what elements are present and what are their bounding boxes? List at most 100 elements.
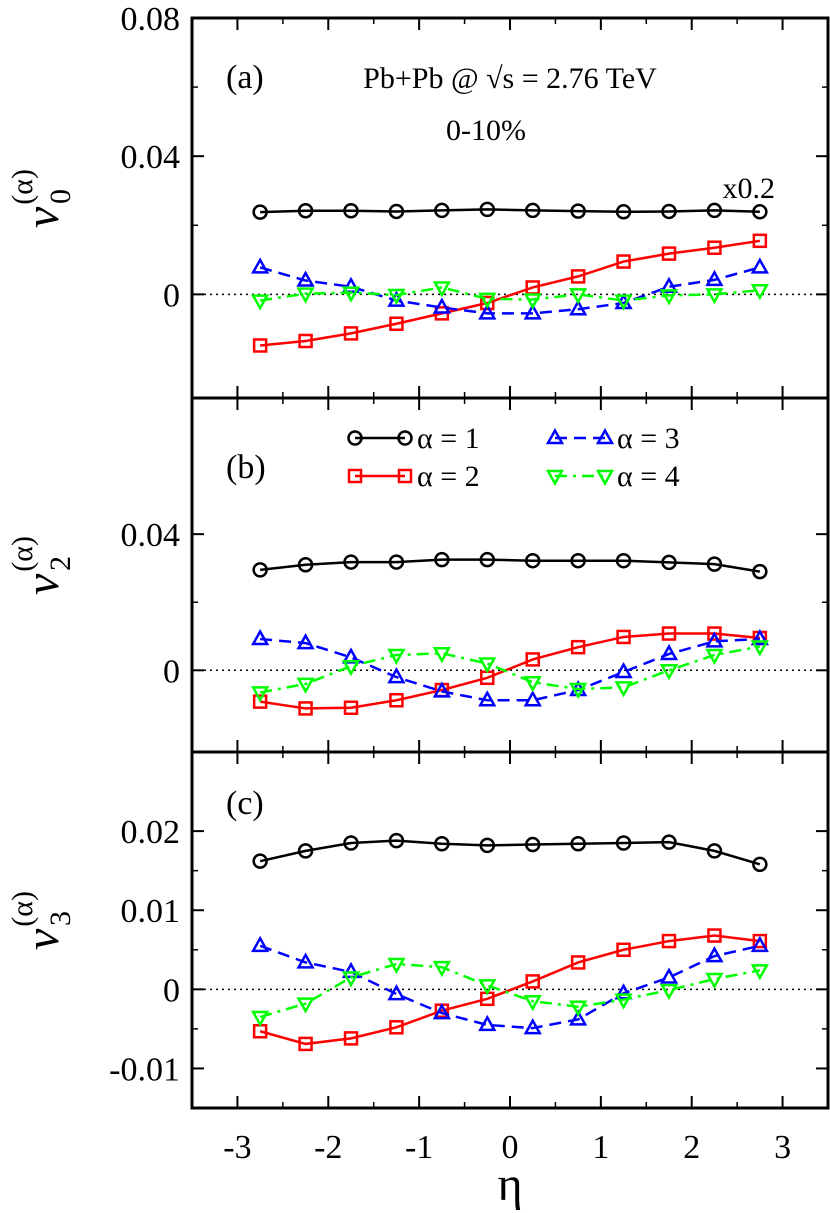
data-point: [434, 836, 450, 852]
data-point: [251, 257, 270, 274]
y-axis-label: v(α): [6, 169, 69, 228]
data-point: [661, 203, 677, 220]
data-point: [752, 563, 768, 580]
data-point: [570, 269, 586, 284]
data-point: [387, 667, 406, 684]
data-point: [524, 552, 541, 569]
data-point: [570, 639, 586, 655]
y-tick-label: 0.02: [121, 814, 181, 851]
data-point: [297, 203, 314, 219]
data-point: [750, 640, 769, 657]
panel-frame: [190, 750, 830, 1110]
data-point: [387, 648, 406, 666]
legend-marker: [397, 430, 413, 446]
data-point: [569, 1009, 588, 1026]
data-point: [251, 1010, 270, 1028]
data-point: [478, 690, 497, 707]
data-point: [252, 853, 268, 869]
data-point: [659, 983, 679, 1001]
series-line: [259, 632, 760, 710]
legend-marker: [595, 469, 615, 487]
series-line: [260, 239, 761, 347]
series-circle: [252, 201, 768, 220]
panel-a: 00.040.08v(α) 0(a) Pb+Pb @ √s = 2.76 TeV0-…: [6, 1, 830, 400]
data-point: [569, 299, 588, 316]
data-point: [389, 1020, 404, 1035]
series-line: [260, 637, 760, 702]
data-point: [434, 202, 450, 219]
y-tick-label: 0: [163, 972, 180, 1009]
legend-marker: [347, 430, 363, 446]
data-point: [434, 551, 450, 568]
data-point: [750, 935, 769, 953]
data-point: [614, 661, 633, 679]
data-point: [479, 551, 496, 568]
centrality-annotation: 0-10%: [446, 114, 526, 147]
series-triangle-up: [251, 257, 769, 320]
data-point: [661, 554, 677, 571]
data-point: [251, 628, 270, 646]
data-point: [615, 835, 632, 851]
series-triangle-down: [251, 640, 769, 703]
data-point: [570, 203, 586, 219]
data-point: [616, 254, 631, 269]
data-point: [388, 554, 405, 570]
data-point: [661, 834, 677, 850]
data-point: [523, 303, 542, 320]
panels-layer: 00.040.08v(α) 0(a) Pb+Pb @ √s = 2.76 TeV0-…: [6, 1, 830, 1166]
data-point: [387, 288, 406, 306]
data-point: [659, 276, 679, 294]
panel-label: (b): [226, 449, 266, 486]
series-circle: [252, 551, 768, 580]
data-point: [296, 997, 315, 1014]
data-point: [341, 971, 361, 988]
collision-annotation: Pb+Pb @ √s = 2.76 TeV: [363, 62, 657, 95]
x-tick-label: 0: [502, 1129, 519, 1166]
legend: α = 1 α = 2 α = 3 α = 4: [347, 422, 680, 493]
data-point: [252, 562, 268, 578]
series-line: [260, 558, 761, 573]
series-triangle-up: [251, 935, 769, 1035]
data-point: [432, 960, 451, 978]
data-point: [752, 933, 768, 949]
data-point: [432, 297, 451, 314]
data-point: [707, 626, 722, 641]
panel-c: -0.01 0 0.01 0.02 v(α) 3 (c): [6, 750, 830, 1110]
data-point: [706, 556, 723, 572]
y-tick-label: 0.01: [121, 893, 181, 930]
data-point: [614, 681, 633, 698]
data-point: [659, 289, 679, 306]
data-point: [524, 202, 541, 219]
series-circle: [252, 832, 768, 873]
legend-label: α = 3: [617, 422, 680, 455]
series-line: [259, 286, 760, 302]
data-point: [705, 288, 724, 305]
data-point: [523, 1018, 542, 1035]
data-point: [705, 631, 724, 648]
y-axis-label: v(α): [6, 536, 69, 595]
x-tick-label: 3: [774, 1129, 791, 1166]
y-axis-label-subscript: 0: [44, 189, 77, 204]
data-point: [296, 633, 315, 650]
legend-marker: [397, 468, 413, 484]
data-point: [432, 1003, 451, 1020]
data-point: [705, 972, 724, 990]
x-tick-label: -2: [314, 1129, 342, 1166]
data-point: [251, 294, 270, 311]
data-point: [752, 856, 768, 873]
y-tick-label: 0.04: [121, 517, 181, 554]
data-point: [432, 681, 451, 698]
data-point: [478, 979, 497, 996]
data-point: [750, 628, 769, 646]
data-point: [478, 1014, 497, 1032]
data-point: [252, 694, 268, 709]
data-point: [343, 700, 359, 715]
data-point: [388, 203, 405, 220]
panel-frame: [190, 396, 830, 754]
data-point: [343, 554, 359, 570]
y-tick-label: -0.01: [109, 1051, 180, 1088]
data-point: [614, 983, 633, 1000]
data-point: [661, 246, 677, 261]
data-point: [569, 682, 588, 700]
